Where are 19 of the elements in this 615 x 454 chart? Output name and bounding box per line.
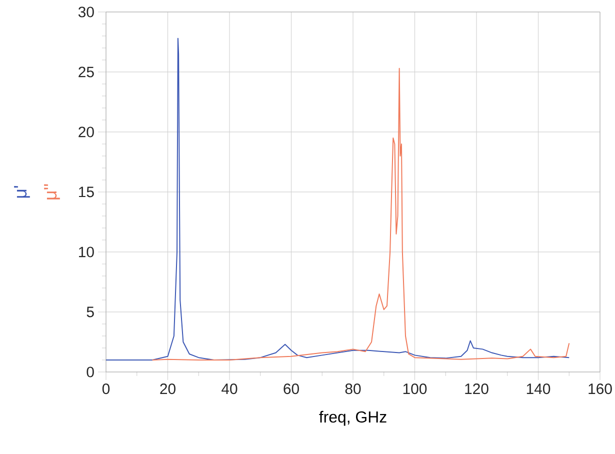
y-tick-label: 20 (78, 126, 94, 138)
y-tick-label: 30 (78, 6, 94, 18)
y-tick-label: 25 (78, 66, 94, 78)
y-tick-label: 5 (86, 306, 94, 318)
x-tick-label: 20 (160, 384, 176, 394)
x-tick-label: 0 (102, 384, 110, 394)
x-axis-title: freq, GHz (319, 410, 386, 426)
x-tick-label: 40 (222, 384, 238, 394)
x-tick-label: 140 (526, 384, 550, 394)
text: μ'' (44, 184, 60, 200)
y-tick-label: 10 (79, 246, 94, 258)
y-tick-label: 15 (79, 186, 94, 198)
x-tick-label: 120 (465, 384, 488, 394)
x-tick-label: 100 (403, 384, 427, 394)
x-tick-label: 160 (588, 384, 612, 394)
x-tick-label: 60 (284, 384, 299, 394)
text: μ' (14, 186, 30, 198)
x-tick-label: 80 (345, 384, 361, 394)
y-tick-label: 0 (86, 366, 94, 378)
